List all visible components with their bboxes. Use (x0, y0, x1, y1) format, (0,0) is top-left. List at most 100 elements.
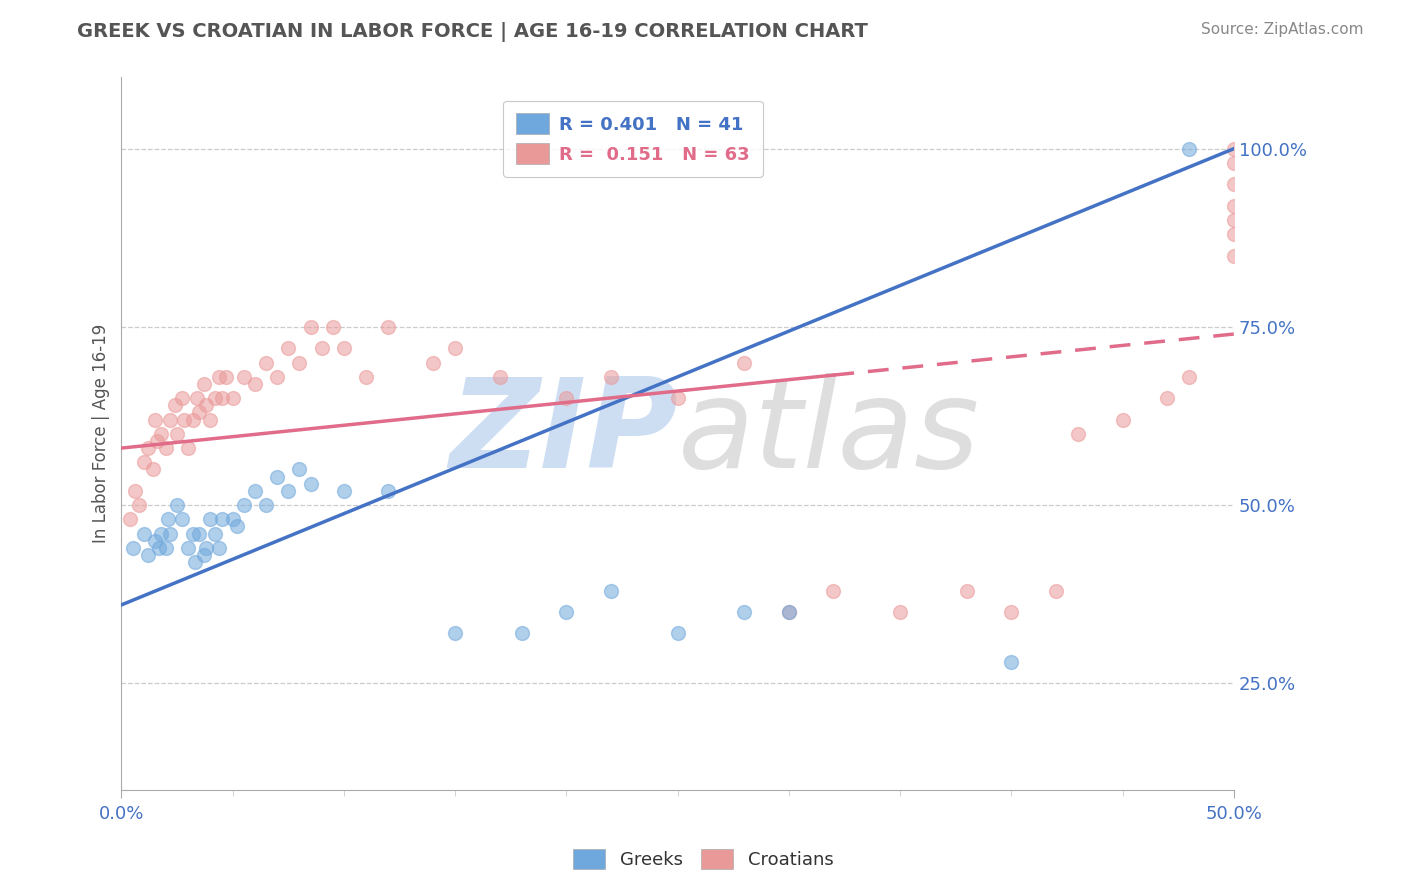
Point (163, 398, 186, 412)
Point (599, 369, 621, 384)
Y-axis label: In Labor Force | Age 16-19: In Labor Force | Age 16-19 (93, 324, 110, 543)
Point (1111, 412, 1133, 426)
Point (333, 483, 356, 498)
Point (778, 605, 800, 619)
Point (288, 355, 311, 369)
Point (1223, 249, 1246, 263)
Point (215, 369, 238, 384)
Point (422, 355, 444, 369)
Text: Source: ZipAtlas.com: Source: ZipAtlas.com (1201, 22, 1364, 37)
Point (200, 512, 222, 526)
Point (1178, 369, 1201, 384)
Point (733, 355, 755, 369)
Point (254, 498, 277, 512)
Point (155, 441, 177, 455)
Point (194, 398, 217, 412)
Point (211, 512, 233, 526)
Point (266, 469, 288, 483)
Point (124, 483, 146, 498)
Point (1000, 605, 1022, 619)
Point (823, 583, 845, 598)
Point (243, 376, 266, 391)
Text: GREEK VS CROATIAN IN LABOR FORCE | AGE 16-19 CORRELATION CHART: GREEK VS CROATIAN IN LABOR FORCE | AGE 1… (77, 22, 869, 42)
Point (1223, 178, 1246, 192)
Point (208, 541, 231, 555)
Point (221, 512, 243, 526)
Point (311, 341, 333, 355)
Point (166, 498, 188, 512)
Point (148, 541, 170, 555)
Point (132, 455, 155, 469)
Point (555, 391, 578, 405)
Point (157, 512, 180, 526)
Point (277, 483, 299, 498)
Point (188, 526, 211, 541)
Point (232, 498, 254, 512)
Point (599, 583, 621, 598)
Point (226, 519, 249, 533)
Point (1067, 426, 1090, 441)
Point (159, 526, 181, 541)
Point (1156, 391, 1178, 405)
Point (778, 605, 800, 619)
Point (159, 412, 181, 426)
Point (254, 355, 277, 369)
Point (1223, 142, 1246, 156)
Point (1223, 213, 1246, 227)
Point (143, 412, 166, 426)
Point (1045, 583, 1067, 598)
Point (128, 498, 150, 512)
Point (173, 412, 195, 426)
Point (136, 548, 159, 562)
Point (194, 541, 217, 555)
Point (143, 533, 166, 548)
Point (1178, 142, 1201, 156)
Point (186, 391, 208, 405)
Point (232, 369, 254, 384)
Point (444, 626, 467, 640)
Point (142, 462, 165, 476)
Point (243, 483, 266, 498)
Point (666, 391, 689, 405)
Point (211, 391, 233, 405)
Point (136, 441, 159, 455)
Point (266, 369, 288, 384)
Point (132, 526, 155, 541)
Point (204, 526, 226, 541)
Point (181, 412, 204, 426)
Point (1223, 156, 1246, 170)
Point (299, 319, 322, 334)
Point (170, 391, 193, 405)
Point (155, 541, 177, 555)
Point (488, 369, 510, 384)
Point (121, 541, 143, 555)
Point (333, 341, 356, 355)
Point (956, 583, 979, 598)
Point (221, 391, 243, 405)
Point (166, 426, 188, 441)
Point (150, 426, 173, 441)
Point (146, 434, 169, 448)
Text: atlas: atlas (678, 374, 980, 494)
Point (733, 605, 755, 619)
Point (510, 626, 533, 640)
Point (666, 626, 689, 640)
Point (170, 512, 193, 526)
Point (277, 341, 299, 355)
Point (184, 555, 207, 569)
Point (299, 476, 322, 491)
Point (177, 441, 200, 455)
Point (1223, 227, 1246, 242)
Point (377, 319, 399, 334)
Point (193, 548, 215, 562)
Point (1000, 655, 1022, 669)
Text: ZIP: ZIP (449, 374, 678, 494)
Legend: R = 0.401   N = 41, R =  0.151   N = 63: R = 0.401 N = 41, R = 0.151 N = 63 (503, 101, 762, 177)
Point (177, 541, 200, 555)
Point (555, 605, 578, 619)
Point (188, 405, 211, 419)
Point (150, 526, 173, 541)
Point (1223, 199, 1246, 213)
Legend: Greeks, Croatians: Greeks, Croatians (564, 839, 842, 879)
Point (444, 341, 467, 355)
